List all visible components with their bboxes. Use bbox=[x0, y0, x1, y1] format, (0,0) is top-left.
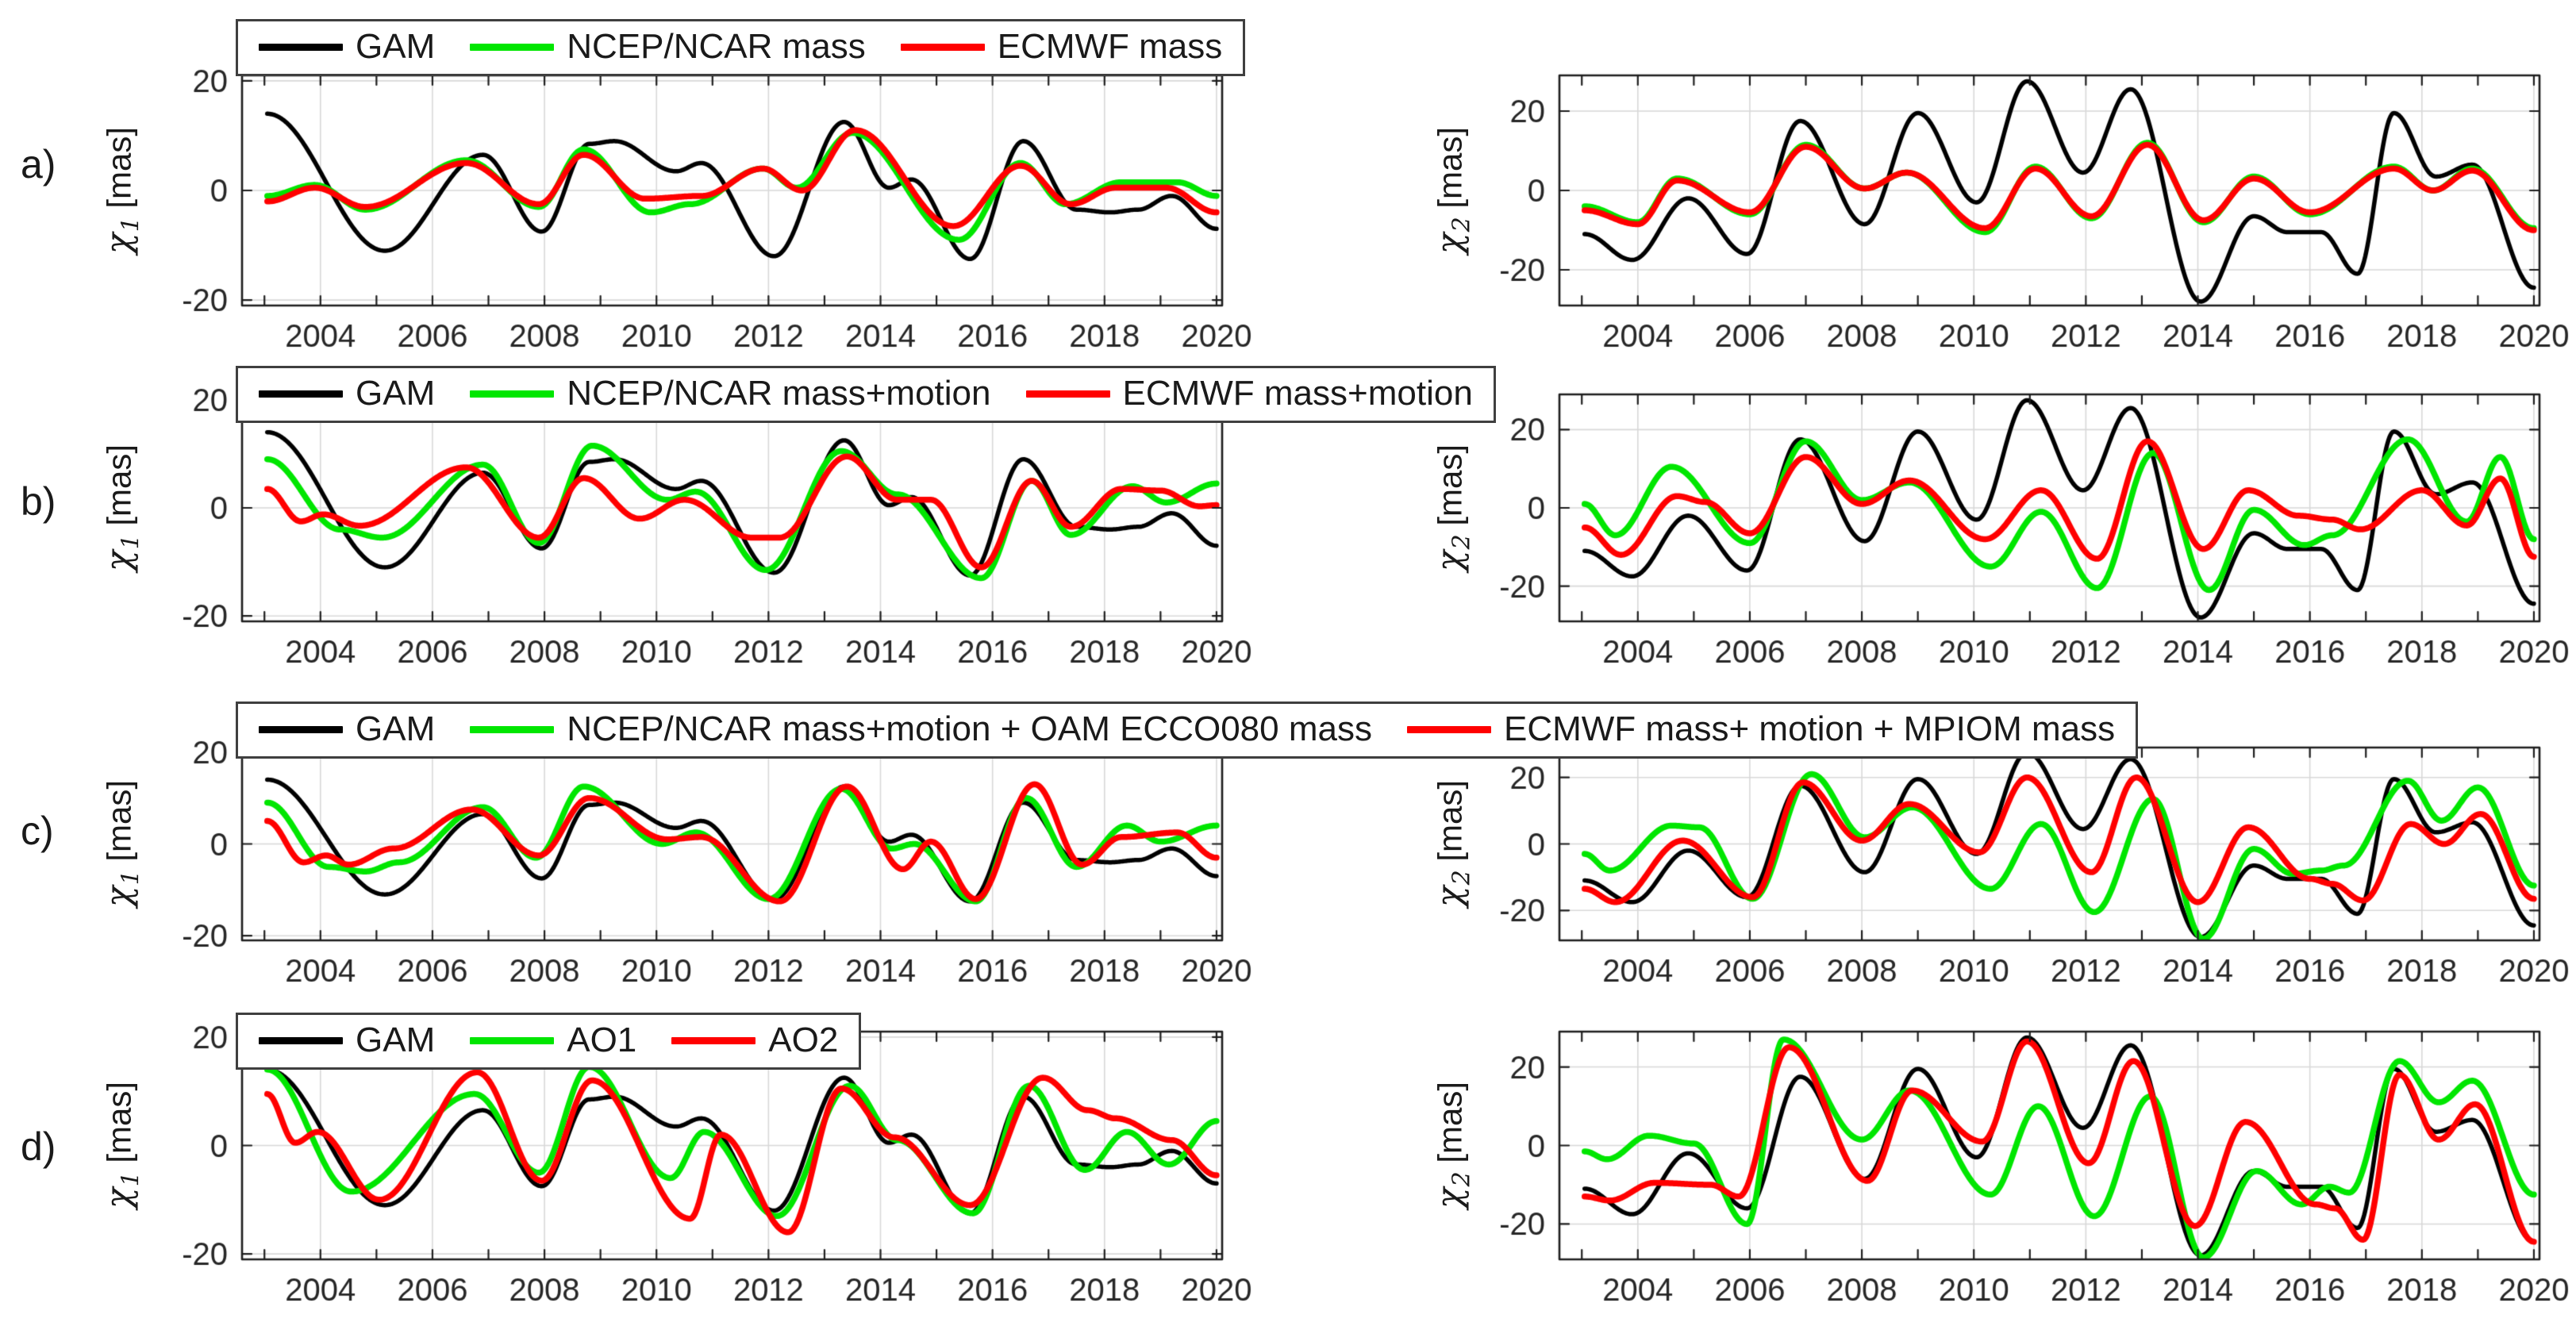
legend-label: GAM bbox=[356, 374, 436, 413]
row-label-b: b) bbox=[21, 479, 56, 524]
legend-item-ao2: AO2 bbox=[671, 1021, 838, 1060]
legend-label: AO1 bbox=[567, 1021, 637, 1059]
legend-label: GAM bbox=[356, 1021, 436, 1059]
axis-unit: [mas] bbox=[100, 444, 138, 536]
legend-item-ecmwf-mass-motion: ECMWF mass+motion bbox=[1025, 374, 1473, 413]
legend-label: NCEP/NCAR mass+motion bbox=[567, 374, 991, 413]
y-axis-label-c-chi1: χ1 [mas] bbox=[98, 779, 145, 908]
legend-item-ncep-mass: NCEP/NCAR mass bbox=[470, 27, 866, 67]
chi-symbol: χ bbox=[1429, 550, 1471, 572]
legend-swatch-gam bbox=[259, 725, 343, 733]
axis-unit: [mas] bbox=[100, 1081, 138, 1173]
legend-label: ECMWF mass+ motion + MPIOM mass bbox=[1503, 709, 2116, 748]
chi-symbol: χ bbox=[98, 886, 140, 908]
legend-swatch-gam bbox=[259, 390, 343, 398]
legend-label: ECMWF mass bbox=[997, 27, 1223, 66]
chi-subscript: 2 bbox=[1448, 870, 1476, 886]
chi-subscript: 1 bbox=[117, 1171, 145, 1187]
chi-symbol: χ bbox=[1429, 886, 1471, 908]
legend-swatch-gam bbox=[259, 1036, 343, 1044]
axis-unit: [mas] bbox=[1431, 1081, 1469, 1173]
chi-symbol: χ bbox=[98, 550, 140, 572]
legend-swatch-ecmwf bbox=[1406, 725, 1491, 733]
chi-subscript: 2 bbox=[1448, 217, 1476, 233]
y-axis-label-a-chi1: χ1 [mas] bbox=[98, 126, 145, 255]
y-axis-label-d-chi2: χ2 [mas] bbox=[1429, 1081, 1476, 1209]
axis-unit: [mas] bbox=[1431, 126, 1469, 218]
chi-subscript: 1 bbox=[117, 217, 145, 233]
axis-unit: [mas] bbox=[1431, 444, 1469, 536]
legend-swatch-ecmwf bbox=[900, 43, 985, 51]
axis-unit: [mas] bbox=[100, 126, 138, 218]
legend-item-gam: GAM bbox=[259, 709, 435, 749]
legend-label: GAM bbox=[356, 27, 436, 66]
chi-symbol: χ bbox=[1429, 233, 1471, 255]
legend-row-a: GAM NCEP/NCAR mass ECMWF mass bbox=[236, 19, 1246, 76]
chi-subscript: 2 bbox=[1448, 534, 1476, 550]
chi-symbol: χ bbox=[1429, 1187, 1471, 1209]
row-label-a: a) bbox=[21, 142, 56, 186]
legend-swatch-ecmwf bbox=[1025, 390, 1110, 398]
legend-item-ecmwf-mass: ECMWF mass bbox=[900, 27, 1223, 67]
legend-item-gam: GAM bbox=[259, 374, 435, 413]
legend-row-d: GAM AO1 AO2 bbox=[236, 1013, 862, 1070]
legend-item-ecmwf-mpiom: ECMWF mass+ motion + MPIOM mass bbox=[1406, 709, 2116, 749]
legend-swatch-gam bbox=[259, 43, 343, 51]
y-axis-label-c-chi2: χ2 [mas] bbox=[1429, 779, 1476, 908]
axis-unit: [mas] bbox=[1431, 779, 1469, 871]
row-label-c: c) bbox=[21, 809, 54, 853]
legend-label: AO2 bbox=[768, 1021, 839, 1059]
chi-subscript: 1 bbox=[117, 870, 145, 886]
legend-label: NCEP/NCAR mass bbox=[567, 27, 866, 66]
chi-subscript: 1 bbox=[117, 534, 145, 550]
chi-symbol: χ bbox=[98, 233, 140, 255]
legend-item-ncep-oam: NCEP/NCAR mass+motion + OAM ECCO080 mass bbox=[470, 709, 1372, 749]
y-axis-label-b-chi1: χ1 [mas] bbox=[98, 444, 145, 572]
chi-symbol: χ bbox=[98, 1187, 140, 1209]
y-axis-label-d-chi1: χ1 [mas] bbox=[98, 1081, 145, 1209]
legend-swatch-ncep bbox=[470, 390, 555, 398]
legend-row-c: GAM NCEP/NCAR mass+motion + OAM ECCO080 … bbox=[236, 702, 2139, 759]
legend-swatch-ncep bbox=[470, 725, 555, 733]
legend-item-gam: GAM bbox=[259, 1021, 435, 1060]
legend-swatch-ao2 bbox=[671, 1036, 756, 1044]
legend-item-ao1: AO1 bbox=[470, 1021, 636, 1060]
legend-label: ECMWF mass+motion bbox=[1122, 374, 1473, 413]
y-axis-label-a-chi2: χ2 [mas] bbox=[1429, 126, 1476, 255]
row-label-d: d) bbox=[21, 1124, 56, 1169]
legend-item-ncep-mass-motion: NCEP/NCAR mass+motion bbox=[470, 374, 991, 413]
legend-swatch-ncep bbox=[470, 43, 555, 51]
axis-unit: [mas] bbox=[100, 779, 138, 871]
legend-swatch-ao1 bbox=[470, 1036, 555, 1044]
legend-row-b: GAM NCEP/NCAR mass+motion ECMWF mass+mot… bbox=[236, 366, 1496, 423]
legend-label: GAM bbox=[356, 709, 436, 748]
legend-item-gam: GAM bbox=[259, 27, 435, 67]
chi-subscript: 2 bbox=[1448, 1171, 1476, 1187]
legend-label: NCEP/NCAR mass+motion + OAM ECCO080 mass bbox=[567, 709, 1372, 748]
y-axis-label-b-chi2: χ2 [mas] bbox=[1429, 444, 1476, 572]
